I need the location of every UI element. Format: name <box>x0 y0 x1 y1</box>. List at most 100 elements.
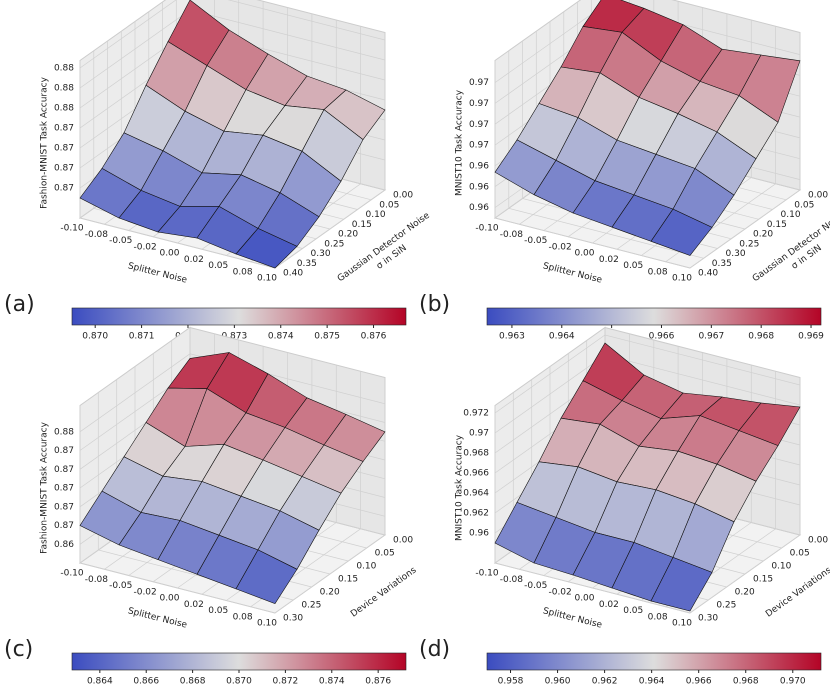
y-tick-label: 0.15 <box>352 220 372 230</box>
x-tick-label: 0.02 <box>184 600 204 610</box>
y-tick-label: 0.10 <box>771 562 791 572</box>
x-tick-label: 0.02 <box>184 255 204 265</box>
x-tick-label: -0.10 <box>60 224 84 234</box>
z-tick-label: 0.96 <box>469 203 489 213</box>
z-tick-label: 0.96 <box>469 529 489 539</box>
y-tick-label: 0.10 <box>366 210 386 220</box>
y-tick-label: 0.15 <box>338 575 358 585</box>
x-axis-label: Splitter Noise <box>127 606 189 630</box>
x-tick-label: 0.08 <box>233 612 253 622</box>
surface-patch <box>650 557 713 612</box>
z-tick-label: 0.87 <box>54 502 74 512</box>
x-tick-label: -0.08 <box>500 575 524 585</box>
grid-line <box>508 50 704 259</box>
y-tick-label: 0.20 <box>338 230 358 240</box>
x-axis-label: Splitter Noise <box>542 606 604 630</box>
x-tick-label: -0.10 <box>475 224 499 234</box>
x-tick-label: 0.10 <box>672 619 692 629</box>
colorbar-tick-label: 0.866 <box>133 677 159 687</box>
x-tick-label: 0.02 <box>599 255 619 265</box>
colorbar-tick-label: 0.966 <box>649 332 675 342</box>
panel-label: (c) <box>4 637 33 662</box>
y-tick-label: 0.05 <box>794 200 814 210</box>
z-axis-label: Fashion-MNIST Task Accuracy <box>40 421 50 553</box>
y-tick-label: 0.25 <box>716 601 736 611</box>
colorbar-tick-label: 0.963 <box>499 332 525 342</box>
y-tick-label: 0.20 <box>753 230 773 240</box>
z-axis-label: MNIST10 Task Accuracy <box>455 89 465 196</box>
colorbar-tick-label: 0.868 <box>180 677 206 687</box>
colorbar-tick-label: 0.968 <box>748 332 774 342</box>
z-tick-label: 0.87 <box>54 144 74 154</box>
colorbar-tick-label: 0.970 <box>780 677 806 687</box>
x-tick-label: -0.05 <box>109 581 132 591</box>
colorbar-tick-label: 0.958 <box>498 677 524 687</box>
colorbar-tick-label: 0.876 <box>365 677 391 687</box>
surface-patch <box>650 208 713 256</box>
grid-line <box>79 405 276 614</box>
colorbar-tick-label: 0.962 <box>592 677 618 687</box>
x-tick-label: -0.02 <box>548 242 571 252</box>
x-tick-label: 0.10 <box>257 274 277 284</box>
y-tick-label: 0.30 <box>283 614 303 624</box>
grid-line <box>79 0 386 69</box>
x-tick-label: -0.08 <box>500 230 524 240</box>
y-axis-label: Device Variations <box>764 565 830 619</box>
surface-patch <box>235 228 298 269</box>
y-tick-label: 0.25 <box>324 239 344 249</box>
y-tick-label: 0.10 <box>356 562 376 572</box>
x-tick-label: -0.05 <box>524 236 547 246</box>
x-tick-label: 0.00 <box>159 249 179 259</box>
z-tick-label: 0.972 <box>463 409 489 419</box>
y-tick-label: 0.15 <box>753 575 773 585</box>
colorbar-tick-label: 0.967 <box>698 332 724 342</box>
panel-label: (d) <box>419 637 450 662</box>
z-axis-label: Fashion-MNIST Task Accuracy <box>40 76 50 208</box>
x-tick-label: 0.05 <box>208 261 228 271</box>
y-tick-label: 0.00 <box>393 191 413 201</box>
z-tick-label: 0.97 <box>469 429 489 439</box>
x-tick-label: 0.00 <box>574 249 594 259</box>
colorbar <box>486 652 822 671</box>
z-tick-label: 0.87 <box>54 484 74 494</box>
colorbar-tick-label: 0.870 <box>226 677 252 687</box>
colorbar-tick-label: 0.873 <box>221 332 247 342</box>
y-tick-label: 0.00 <box>808 536 828 546</box>
y-tick-label: 0.25 <box>301 601 321 611</box>
z-tick-label: 0.87 <box>54 124 74 134</box>
z-tick-label: 0.964 <box>463 489 489 499</box>
x-tick-label: 0.08 <box>233 267 253 277</box>
y-tick-label: 0.00 <box>393 536 413 546</box>
y-axis-label: Gaussian Detector Noise <box>336 211 432 285</box>
y-tick-label: 0.30 <box>698 614 718 624</box>
y-tick-label: 0.05 <box>375 549 395 559</box>
z-tick-label: 0.88 <box>54 84 74 94</box>
y-tick-label: 0.20 <box>735 588 755 598</box>
colorbar-tick-label: 0.966 <box>686 677 712 687</box>
z-tick-label: 0.97 <box>469 99 489 109</box>
z-tick-label: 0.88 <box>54 427 74 437</box>
grid-line <box>494 60 691 269</box>
colorbar <box>71 652 407 671</box>
y-tick-label: 0.20 <box>320 588 340 598</box>
z-tick-label: 0.87 <box>54 521 74 531</box>
colorbar-tick-label: 0.969 <box>798 332 824 342</box>
z-tick-label: 0.968 <box>463 449 489 459</box>
z-tick-label: 0.88 <box>54 104 74 114</box>
x-tick-label: -0.05 <box>524 581 547 591</box>
x-tick-label: -0.05 <box>109 236 132 246</box>
x-tick-label: -0.02 <box>133 242 156 252</box>
z-tick-label: 0.96 <box>469 161 489 171</box>
z-tick-label: 0.87 <box>54 184 74 194</box>
y-tick-label: 0.30 <box>311 249 331 259</box>
z-tick-label: 0.962 <box>463 509 489 519</box>
y-tick-label: 0.30 <box>726 249 746 259</box>
x-tick-label: 0.05 <box>623 606 643 616</box>
z-tick-label: 0.97 <box>469 141 489 151</box>
x-tick-label: 0.02 <box>599 600 619 610</box>
z-tick-label: 0.86 <box>54 540 74 550</box>
x-tick-label: 0.00 <box>574 594 594 604</box>
z-tick-label: 0.87 <box>54 164 74 174</box>
colorbar-tick-label: 0.872 <box>273 677 299 687</box>
x-tick-label: 0.08 <box>648 612 668 622</box>
